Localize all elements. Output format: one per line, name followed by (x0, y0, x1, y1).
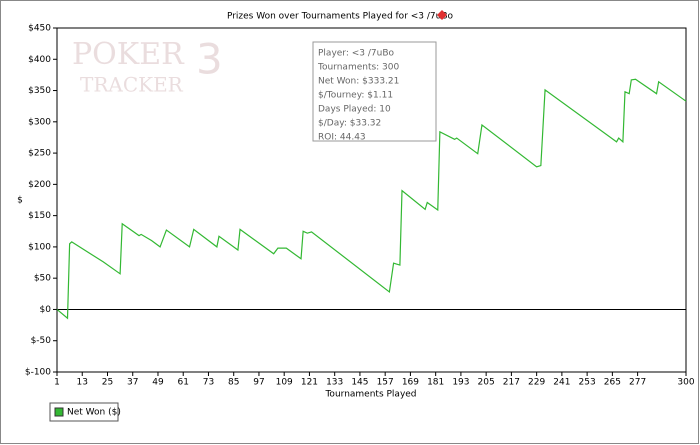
x-tick-label: 241 (553, 378, 570, 388)
x-tick-label: 253 (579, 378, 596, 388)
x-tick-label: 97 (253, 378, 264, 388)
chart-title: Prizes Won over Tournaments Played for <… (227, 12, 454, 22)
x-axis-label: Tournaments Played (324, 390, 416, 400)
info-line: $/Tourney: $1.11 (318, 91, 393, 101)
info-line: ROI: 44.43 (318, 133, 366, 143)
watermark-text: TRACKER (80, 73, 184, 97)
x-tick-label: 169 (402, 378, 419, 388)
x-tick-label: 229 (528, 378, 545, 388)
info-line: Tournaments: 300 (317, 63, 400, 73)
title-icon (437, 10, 447, 20)
y-tick-label: $100 (28, 242, 51, 252)
y-tick-label: $450 (28, 24, 51, 34)
x-tick-label: 145 (351, 378, 368, 388)
x-tick-label: 109 (276, 378, 293, 388)
y-tick-label: $50 (34, 274, 51, 284)
x-tick-label: 217 (503, 378, 520, 388)
y-tick-label: $250 (28, 149, 51, 159)
x-tick-label: 265 (604, 378, 621, 388)
x-tick-label: 205 (478, 378, 495, 388)
x-tick-label: 133 (326, 378, 343, 388)
x-tick-label: 85 (228, 378, 239, 388)
x-tick-label: 300 (677, 378, 694, 388)
plot-area (56, 27, 687, 373)
x-tick-label: 49 (152, 378, 164, 388)
y-tick-label: $-100 (25, 368, 51, 378)
info-line: Net Won: $333.21 (318, 77, 399, 87)
x-tick-label: 61 (177, 378, 188, 388)
legend-swatch (54, 407, 64, 417)
x-tick-label: 13 (77, 378, 88, 388)
x-tick-label: 25 (102, 378, 113, 388)
info-line: $/Day: $33.32 (318, 119, 381, 129)
watermark-text: POKER (72, 37, 185, 72)
y-tick-label: $0 (40, 305, 52, 315)
legend (49, 402, 119, 422)
y-tick-label: $350 (28, 86, 51, 96)
info-line: Player: <3 /7uBo (318, 49, 395, 59)
y-tick-label: $200 (28, 180, 51, 190)
x-tick-label: 193 (452, 378, 469, 388)
y-axis-label: $ (17, 196, 23, 206)
watermark-text: 3 (196, 35, 223, 84)
x-tick-label: 157 (377, 378, 394, 388)
info-line: Days Played: 10 (318, 105, 391, 115)
x-tick-label: 1 (54, 378, 60, 388)
legend-label: Net Won ($) (67, 408, 121, 418)
watermark: POKER TRACKER 3 (72, 35, 223, 97)
series-line (56, 78, 687, 320)
y-tick-label: $-50 (31, 336, 52, 346)
x-tick-label: 73 (203, 378, 214, 388)
x-tick-label: 181 (427, 378, 444, 388)
y-tick-label: $400 (28, 55, 51, 65)
x-tick-label: 37 (127, 378, 138, 388)
y-tick-label: $300 (28, 117, 51, 127)
info-box (312, 41, 437, 142)
x-tick-label: 121 (301, 378, 318, 388)
x-tick-label: 277 (629, 378, 646, 388)
y-tick-label: $150 (28, 211, 51, 221)
